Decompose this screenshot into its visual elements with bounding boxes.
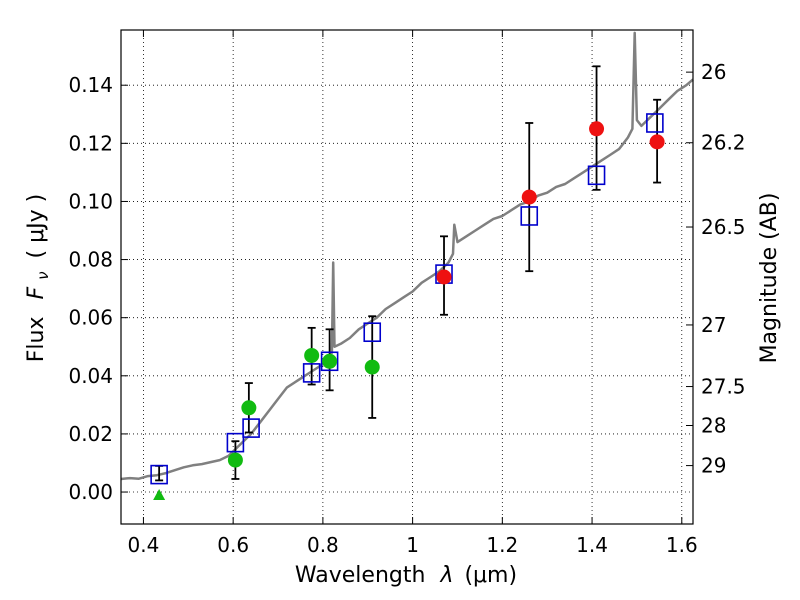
- y-tick-label: 0.06: [68, 306, 113, 330]
- y-axis-label-unit: ( μJy ): [24, 194, 49, 259]
- green-triangle-marker: [153, 488, 166, 500]
- red-point: [436, 269, 452, 285]
- errorbar-layer: [155, 65, 662, 482]
- y-tick-label: 0.12: [68, 131, 113, 155]
- y2-tick-label: 26.5: [701, 215, 746, 239]
- y-axis-label-subscript: ν: [34, 271, 52, 279]
- green-point: [241, 400, 257, 416]
- square-marker: [520, 206, 539, 226]
- y2-tick-label: 28: [701, 413, 726, 437]
- square-marker: [320, 351, 339, 372]
- square-markers-layer: [150, 113, 664, 485]
- square-marker: [587, 165, 606, 186]
- square-marker: [646, 113, 664, 133]
- plot-frame: [120, 29, 694, 525]
- x-axis-label-text: Wavelength: [295, 563, 426, 588]
- green-point: [322, 353, 338, 369]
- square-marker: [302, 363, 321, 383]
- y2-tick-label: 26.2: [701, 131, 746, 155]
- square-marker: [226, 432, 245, 453]
- green-point: [304, 347, 320, 363]
- x-tick-label: 1.4: [576, 533, 608, 557]
- grid-lines: [121, 30, 693, 524]
- y-tick-label: 0.10: [68, 189, 113, 213]
- square-marker: [242, 418, 260, 438]
- y2-axis-label: Magnitude (AB): [757, 193, 782, 364]
- x-tick-label: 1: [406, 533, 419, 557]
- red-point: [521, 189, 537, 205]
- x-tick-label: 0.4: [128, 533, 160, 557]
- model-spectrum-line: [120, 31, 694, 481]
- y2-tick-label: 26: [701, 60, 726, 84]
- green-point: [227, 452, 243, 468]
- x-axis-label-symbol: λ: [439, 563, 453, 588]
- x-tick-label: 1.6: [666, 533, 698, 557]
- x-axis-label: Wavelength λ (μm): [295, 563, 517, 588]
- x-tick-label: 0.8: [307, 533, 339, 557]
- x-tick-label: 1.2: [486, 533, 518, 557]
- y2-tick-label: 29: [701, 454, 726, 478]
- y-axis-label-symbol: F: [24, 286, 49, 299]
- y-axis-label-text: Flux: [24, 316, 49, 362]
- y-tick-label: 0.00: [68, 480, 113, 504]
- y2-tick-label: 27: [701, 313, 726, 337]
- circle-markers-layer: [153, 121, 665, 500]
- axis-ticks: 0.4 0.6 0.8 1 1.2 1.4 1.6 0.00 0.02 0.04 0.06 0.08 0…: [68, 30, 746, 557]
- red-point: [649, 134, 665, 150]
- y-tick-label: 0.04: [68, 364, 113, 388]
- x-tick-label: 0.6: [217, 533, 249, 557]
- square-marker: [150, 464, 168, 485]
- y-tick-label: 0.02: [68, 422, 113, 446]
- model-spectrum-layer: [120, 31, 694, 481]
- y2-tick-label: 27.5: [701, 375, 746, 399]
- green-point: [364, 359, 380, 375]
- x-axis-label-unit: (μm): [464, 563, 517, 588]
- red-point: [589, 121, 605, 137]
- square-marker: [363, 322, 382, 343]
- y-axis-label: Flux F ν ( μJy ): [24, 194, 54, 362]
- y-tick-label: 0.08: [68, 248, 113, 272]
- y-tick-label: 0.14: [68, 73, 113, 97]
